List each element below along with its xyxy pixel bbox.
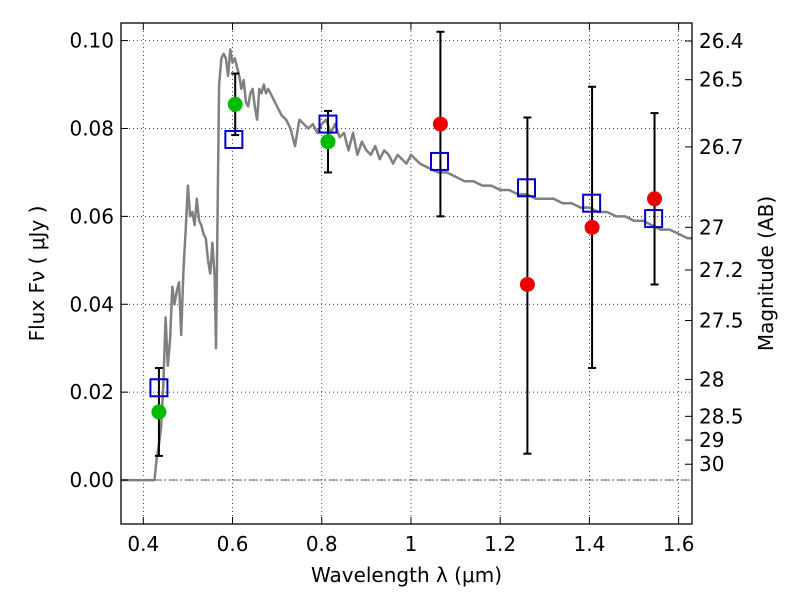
x-tick-label: 0.8: [306, 532, 338, 556]
x-tick-label: 0.4: [127, 532, 159, 556]
x-tick-label: 1.6: [663, 532, 695, 556]
x-tick-label: 1.2: [484, 532, 516, 556]
magnitude-tick-label: 27: [699, 215, 724, 239]
red-data-point: [584, 219, 600, 235]
plot-frame: [120, 22, 693, 525]
y-tick-label: 0.00: [69, 468, 114, 492]
magnitude-tick-label: 26.7: [699, 135, 744, 159]
green-data-point: [320, 134, 336, 150]
model-photometry-square: [516, 178, 536, 198]
axis-ticks: [121, 23, 692, 524]
y-tick-label: 0.10: [69, 29, 114, 53]
magnitude-tick-label: 26.4: [699, 29, 744, 53]
magnitude-tick-label: 26.5: [699, 68, 744, 92]
model-photometry-square: [224, 129, 244, 149]
x-axis-label: Wavelength λ (μm): [311, 563, 502, 587]
y-tick-label: 0.02: [69, 380, 114, 404]
red-data-point: [647, 191, 663, 207]
model-photometry-square: [430, 151, 450, 171]
x-tick-label: 0.6: [217, 532, 249, 556]
model-photometry-points: [149, 114, 664, 398]
magnitude-tick-label: 27.2: [699, 258, 744, 282]
x-tick-label: 1.4: [573, 532, 605, 556]
y-tick-label: 0.08: [69, 116, 114, 140]
model-photometry-square: [582, 193, 602, 213]
magnitude-tick-label: 29: [699, 428, 724, 452]
red-data-point: [519, 276, 535, 292]
model-photometry-square: [644, 209, 664, 229]
axis-tick-labels: 0.4 0.6 0.8 1 1.2 1.4 1.6 0.00 0.02 0.04 0.06 0.08 0…: [69, 29, 743, 556]
model-photometry-square: [149, 378, 169, 398]
x-tick-label: 1: [405, 532, 418, 556]
y-axis-label: Flux Fν ( μJy ): [25, 206, 49, 342]
magnitude-tick-label: 28: [699, 367, 724, 391]
magnitude-tick-label: 30: [699, 452, 724, 476]
green-data-point: [151, 404, 167, 420]
magnitude-tick-label: 27.5: [699, 309, 744, 333]
y-tick-label: 0.04: [69, 292, 114, 316]
y-tick-label: 0.06: [69, 204, 114, 228]
model-photometry-square: [318, 114, 338, 134]
red-data-point: [432, 116, 448, 132]
right-axis-label: Magnitude (AB): [754, 196, 778, 351]
magnitude-tick-label: 28.5: [699, 404, 744, 428]
green-data-point: [227, 96, 243, 112]
observed-photometry-points: [151, 96, 663, 420]
model-spectrum-line: [121, 48, 692, 482]
